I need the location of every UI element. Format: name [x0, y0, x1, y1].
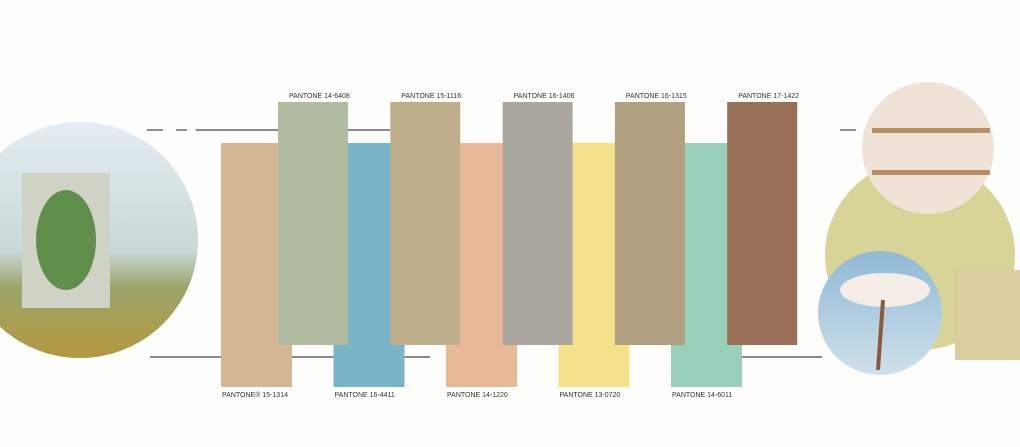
swatch-label: PANTONE 14-1220 [447, 392, 508, 399]
swatch-label: PANTONE 14-6011 [672, 392, 732, 399]
swatch [614, 102, 685, 345]
swatch-label: PANTONE 15-1116 [401, 93, 461, 100]
swatch-label: PANTONE 16-4411 [335, 392, 395, 399]
swatch-label: PANTONE 17-1422 [738, 93, 799, 100]
swatch [727, 102, 798, 345]
swatch-label: PANTONE 16-1315 [626, 93, 687, 100]
swatch [278, 102, 348, 345]
swatch [390, 102, 461, 345]
photos-right [818, 82, 1020, 375]
swatch-label: PANTONE 16-1406 [514, 93, 575, 100]
swatches: PANTONE® 15-1314 PANTONE 16-4411 PANTONE 1… [221, 93, 799, 399]
photo-field [0, 122, 198, 358]
swatch-label: PANTONE® 15-1314 [222, 391, 288, 399]
swatch-label: PANTONE 13-0720 [560, 392, 621, 399]
swatch-label: PANTONE 14-6408 [289, 93, 350, 100]
swatch [502, 102, 573, 345]
